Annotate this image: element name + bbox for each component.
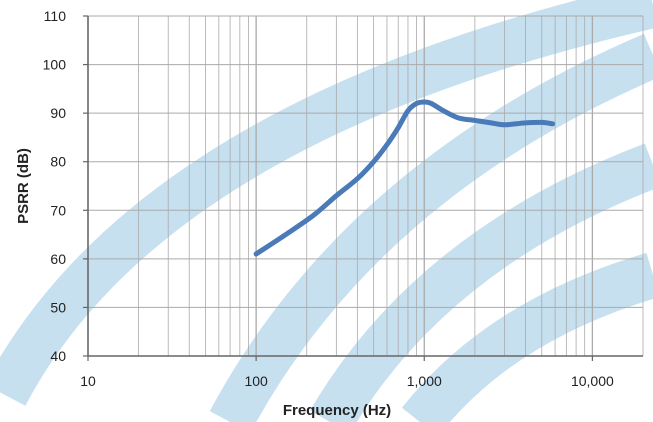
- y-tick-label: 70: [50, 202, 66, 218]
- x-axis-title: Frequency (Hz): [283, 402, 391, 419]
- y-tick-label: 40: [50, 348, 66, 364]
- y-tick-labels: 40 50 60 70 80 90 100 110: [43, 8, 67, 364]
- grid-lines: [87, 15, 644, 357]
- y-tick-label: 50: [50, 299, 66, 315]
- watermark-arc-3: [310, 143, 653, 422]
- x-tick-label: 10,000: [571, 373, 614, 389]
- y-axis-title: PSRR (dB): [15, 148, 32, 224]
- watermark-arc-4: [401, 252, 653, 422]
- psrr-series-line-1: [253, 99, 556, 257]
- x-tick-label: 10: [80, 373, 96, 389]
- x-tick-label: 100: [244, 373, 268, 389]
- x-tick-label: 1,000: [407, 373, 442, 389]
- y-tick-label: 110: [44, 8, 67, 24]
- x-tick-labels: 10 100 1,000 10,000: [80, 373, 614, 389]
- y-tick-label: 60: [50, 251, 66, 267]
- y-tick-label: 100: [43, 57, 67, 73]
- axes: [83, 15, 643, 361]
- y-tick-label: 90: [50, 105, 66, 121]
- series-group: [253, 99, 556, 257]
- y-tick-label: 80: [50, 154, 66, 170]
